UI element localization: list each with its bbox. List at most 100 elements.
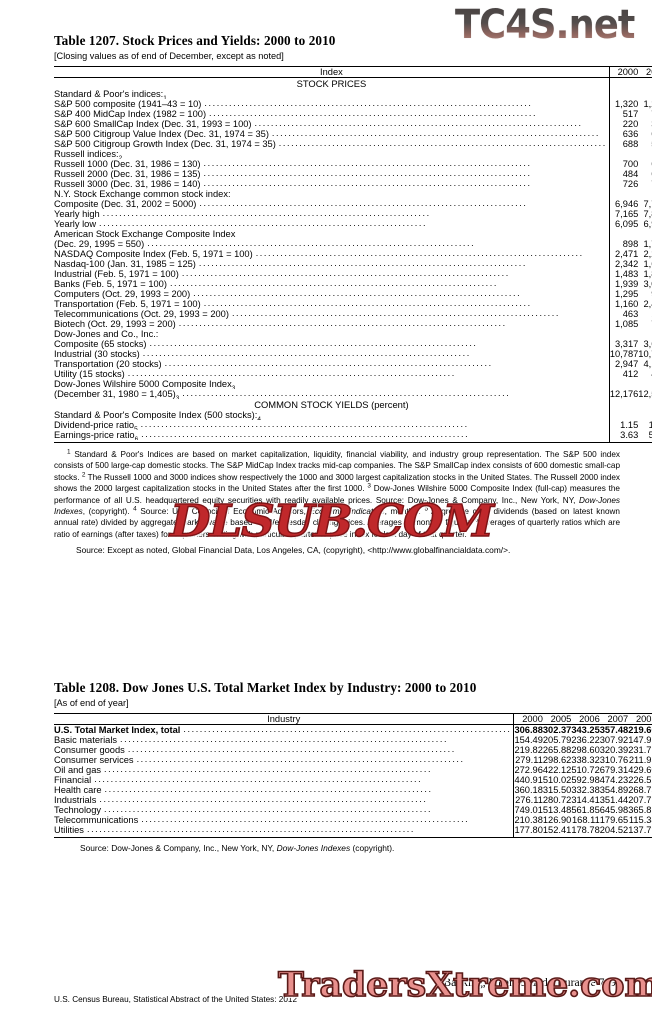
table-1208-source: Source: Dow-Jones & Company, Inc., New Y…: [54, 843, 620, 853]
table-row: Dividend-price ratio 5..................…: [54, 420, 652, 430]
row-label: Transportation (20 stocks)..............…: [54, 359, 609, 369]
table-row: (Dec. 29, 1995 = 550)...................…: [54, 239, 652, 249]
table-row: Health care.............................…: [54, 785, 652, 795]
cell-2008: 231.71: [628, 745, 652, 755]
row-label: Dividend-price ratio 5..................…: [54, 420, 609, 430]
row-label: Yearly high.............................…: [54, 209, 609, 219]
cell-2006: 178.78: [571, 825, 600, 838]
table-1207-block: Table 1207. Stock Prices and Yields: 200…: [54, 33, 652, 556]
table-group-row: American Stock Exchange Composite Index: [54, 229, 652, 239]
cell-2006: 168.11: [572, 815, 600, 825]
table-group-row: Standard & Poor's indices: 1: [54, 89, 652, 99]
column-header-2005: 2005: [646, 67, 652, 77]
cell-2000: 272.96: [513, 765, 543, 775]
cell-2005: 4,196: [643, 359, 652, 369]
leader-dots: ........................................…: [169, 279, 498, 288]
cell-2000: 2,471: [608, 249, 639, 259]
cell-2005: 679: [638, 159, 652, 169]
cell-2000: 1,085: [608, 319, 639, 329]
row-label-text: Banks (Feb. 5, 1971 = 100): [54, 279, 167, 289]
cell-2005: 10,718: [638, 349, 652, 359]
section-heading-row: STOCK PRICES: [54, 77, 652, 89]
row-label-text: S&P 500 Citigroup Growth Index (Dec. 31,…: [54, 139, 276, 149]
table-row: Nasdaq-100 (Jan. 31, 1985 = 125)........…: [54, 259, 652, 269]
cell-2000: 1.15: [608, 420, 639, 430]
row-label: S&P 600 SmallCap Index (Dec. 31, 1993 = …: [54, 119, 609, 129]
cell-2008: 211.93: [628, 755, 652, 765]
cell-2000: 1,320: [608, 99, 639, 109]
table-row: Yearly low..............................…: [54, 219, 652, 229]
cell-2006: 338.32: [571, 755, 600, 765]
page-footer-left: U.S. Census Bureau, Statistical Abstract…: [54, 995, 298, 1004]
row-label-text: U.S. Total Market Index, total: [54, 725, 181, 735]
cell-2000: 726: [608, 179, 639, 189]
cell-2000: 3,317: [608, 339, 639, 349]
cell-2005: 205.79: [542, 735, 572, 745]
row-label-text: Dow-Jones Wilshire 5000 Composite Index: [54, 379, 232, 389]
leader-dots: ........................................…: [231, 309, 560, 318]
row-label-text: Transportation (20 stocks): [54, 359, 162, 369]
cell-2005: 422.12: [542, 765, 572, 775]
row-label: Consumer goods..........................…: [54, 745, 514, 755]
leader-dots: ........................................…: [164, 359, 493, 368]
cell-2000: 12,176: [608, 389, 639, 399]
row-label: S&P 500 composite (1941–43 = 10)........…: [54, 99, 609, 109]
page-footer-right: Banking, Finance, and Insurance 749: [443, 976, 616, 989]
cell-2000: 463: [608, 309, 639, 319]
table-group-row: Dow-Jones and Co., Inc.:: [54, 329, 652, 339]
cell-2005: [638, 410, 652, 420]
row-label-text: Biotech (Oct. 29, 1993 = 200): [54, 319, 176, 329]
cell-2005: [638, 329, 652, 339]
table-row: Industrial (Feb. 5, 1971 = 100).........…: [54, 269, 652, 279]
leader-dots: ........................................…: [147, 239, 476, 248]
table-1207-title: Table 1207. Stock Prices and Yields: 200…: [54, 33, 336, 48]
row-label: U.S. Total Market Index, total..........…: [54, 725, 514, 735]
cell-2000: 412: [608, 369, 639, 379]
cell-2005: 5.36: [638, 430, 652, 443]
leader-dots: ........................................…: [193, 289, 522, 298]
row-label-text: Standard & Poor's Composite Index (500 s…: [54, 410, 258, 420]
cell-2005: 3,638: [643, 339, 652, 349]
row-label-text: Telecommunications: [54, 815, 139, 825]
column-header-2005: 2005: [550, 714, 572, 724]
cell-2000: 306.88: [513, 724, 543, 735]
cell-2000: [608, 189, 639, 199]
cell-2005: 1,248: [643, 99, 652, 109]
cell-2006: 343.25: [571, 725, 600, 735]
leader-dots: ........................................…: [183, 725, 512, 734]
table-row: Telecommunications (Oct. 29, 1993 = 200)…: [54, 309, 652, 319]
column-header-index: Index: [320, 67, 343, 77]
leader-dots: ........................................…: [199, 199, 528, 208]
table-1208-source-text: Source: Dow-Jones & Company, Inc., New Y…: [80, 843, 395, 853]
row-label-text: Utility (15 stocks): [54, 369, 125, 379]
leader-dots: ........................................…: [102, 209, 431, 218]
table-1208-head: Industry 2000 2005 2006 2007 2008 2009 2…: [54, 713, 652, 725]
cell-2005: 2,205: [643, 249, 652, 259]
table-1207-header-row: Index 2000 2005 2006 2007 2008 2009 2010: [54, 66, 652, 78]
cell-2005: 126.90: [542, 815, 572, 825]
row-label-text: Standard & Poor's indices:: [54, 89, 164, 99]
row-label-text: S&P 500 Citigroup Value Index (Dec. 31, …: [54, 129, 269, 139]
leader-dots: ........................................…: [203, 299, 532, 308]
cell-2000: 1,295: [608, 289, 639, 299]
row-label-text: Dividend-price ratio: [54, 420, 135, 430]
cell-2000: 220: [608, 119, 639, 129]
row-label: (December 31, 1980 = 1,405) 3...........…: [54, 389, 609, 399]
cell-2000: 177.80: [513, 825, 543, 838]
row-label-text: Yearly high: [54, 209, 100, 219]
table-row: Earnings-price ratio 6..................…: [54, 430, 652, 443]
row-label: Earnings-price ratio 6..................…: [54, 430, 610, 443]
leader-dots: ........................................…: [278, 139, 607, 148]
cell-2005: 302.37: [542, 725, 572, 735]
table-1207-source: Source: Except as noted, Global Financia…: [76, 545, 511, 556]
table-row: S&P 500 Citigroup Value Index (Dec. 31, …: [54, 129, 652, 139]
cell-2005: 351: [638, 119, 652, 129]
table-1208-subtitle: [As of end of year]: [54, 698, 129, 708]
cell-2005: 265.88: [542, 745, 572, 755]
table-row: S&P 500 composite (1941–43 = 10)........…: [54, 99, 652, 109]
leader-dots: ........................................…: [136, 755, 465, 764]
row-label-text: Industrial (Feb. 5, 1971 = 100): [54, 269, 179, 279]
table-row: Industrials.............................…: [54, 795, 652, 805]
table-row: S&P 600 SmallCap Index (Dec. 31, 1993 = …: [54, 119, 652, 129]
table-row: Composite (Dec. 31, 2002 = 5000)........…: [54, 199, 652, 209]
